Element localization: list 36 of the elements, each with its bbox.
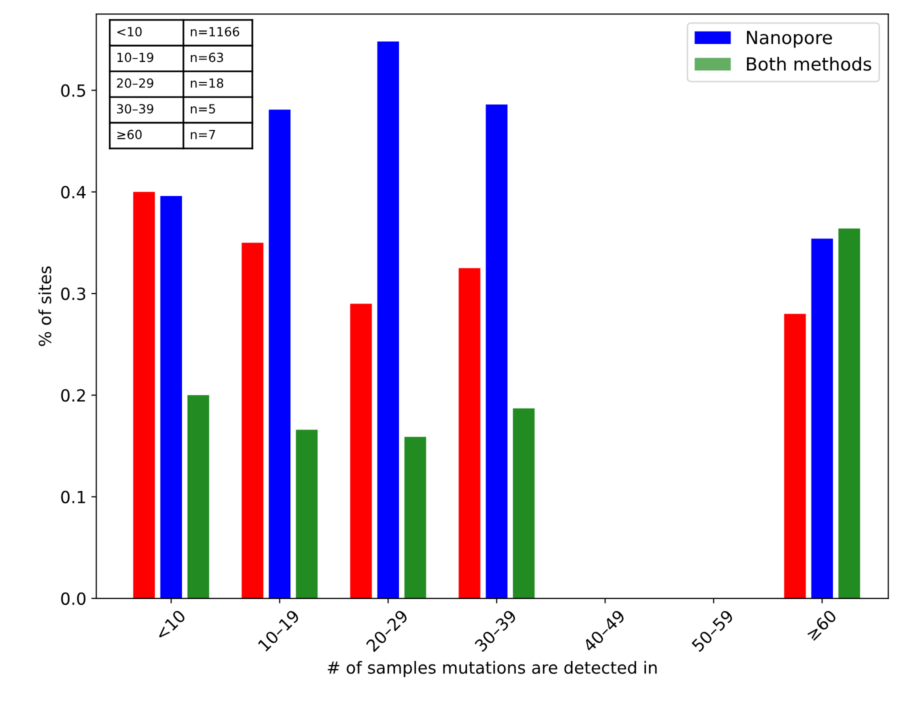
- annotation: <10: [117, 26, 142, 36]
- y-tick-label: 0.0: [61, 592, 86, 605]
- y-tick-label: 0.1: [61, 490, 86, 504]
- bar: [242, 242, 264, 598]
- legend-label: Nanopore: [746, 30, 832, 48]
- x-axis-title: # of samples mutations are detected in: [328, 660, 657, 678]
- bar: [187, 395, 210, 598]
- bar: [377, 42, 399, 598]
- annotation: n=1166: [190, 26, 240, 36]
- annotation: n=5: [190, 104, 216, 114]
- bar: [811, 238, 833, 598]
- legend-label: Both methods: [746, 56, 872, 71]
- y-tick-label: 0.2: [61, 389, 85, 402]
- bar: [458, 268, 480, 598]
- bar: [296, 430, 318, 598]
- annotation: n=63: [190, 52, 224, 62]
- y-axis-title: % of sites: [38, 266, 52, 346]
- bar: [512, 408, 535, 598]
- annotation: ≥60: [117, 130, 142, 140]
- bar: [784, 314, 806, 598]
- x-tick-label: <10: [154, 609, 186, 641]
- annotation: 10–19: [117, 52, 154, 62]
- bar: [160, 196, 182, 598]
- bar: [404, 436, 426, 598]
- annotation: n=7: [190, 130, 216, 140]
- bar: [133, 192, 155, 598]
- y-tick-label: 0.3: [61, 288, 86, 300]
- y-tick-label: 0.5: [61, 84, 86, 97]
- bar: [486, 104, 508, 598]
- annotation: 20–29: [117, 78, 154, 88]
- bar: [350, 304, 372, 598]
- annotation: n=18: [190, 78, 224, 88]
- bar: [838, 228, 860, 598]
- annotation: 30–39: [117, 104, 154, 114]
- y-tick-label: 0.4: [61, 186, 86, 198]
- bar: [268, 110, 291, 598]
